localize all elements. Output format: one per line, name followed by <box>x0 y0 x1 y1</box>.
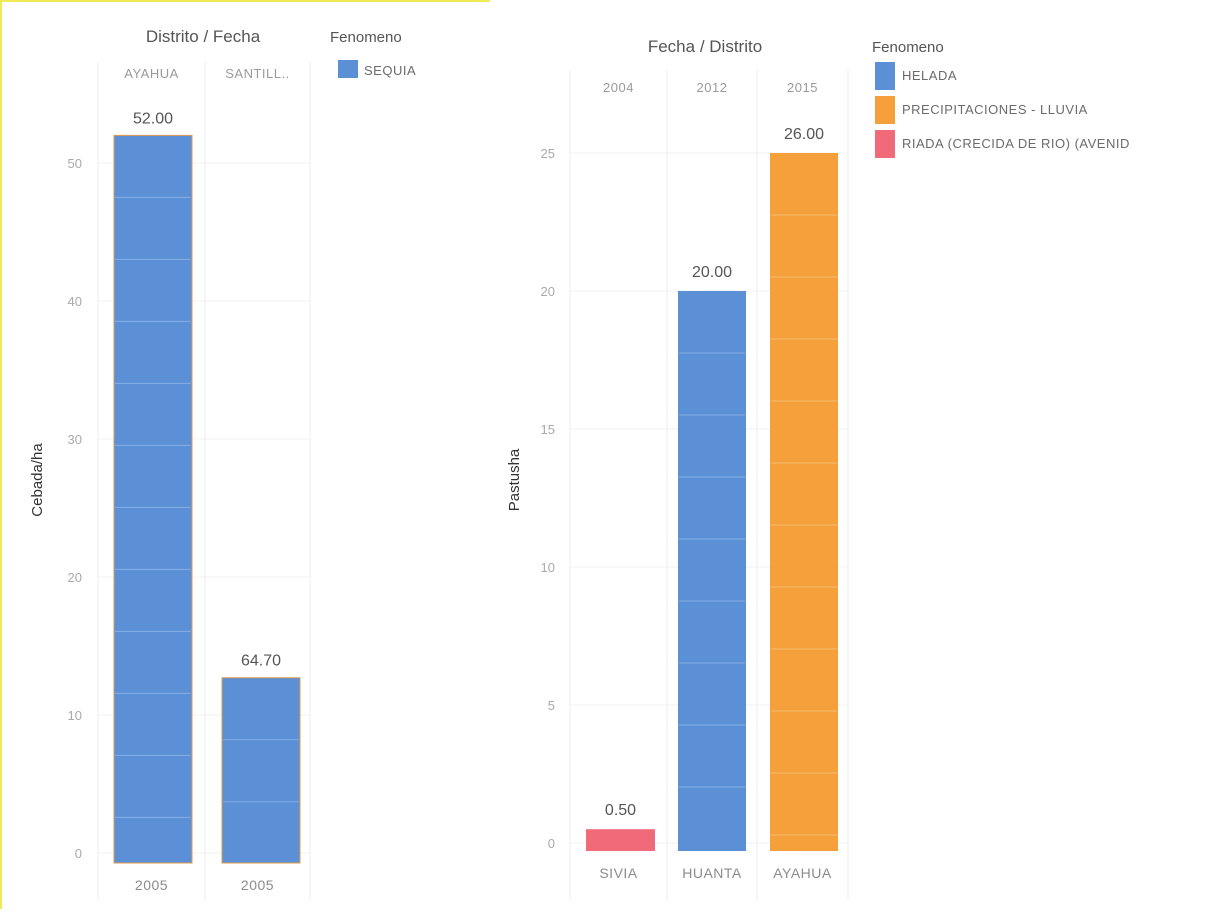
left-y-axis-title: Cebada/ha <box>29 443 46 517</box>
right-bar-data-label: 0.50 <box>605 802 636 819</box>
left-legend-title: Fenomeno <box>330 29 402 46</box>
right-y-tick-label: 10 <box>541 560 555 575</box>
right-bottom-label: AYAHUA <box>773 865 832 881</box>
left-y-tick-label: 50 <box>68 156 82 171</box>
right-legend-swatch <box>875 130 895 158</box>
left-category-label: AYAHUA <box>124 66 179 81</box>
left-panel-border <box>0 0 490 909</box>
left-bar <box>221 677 301 864</box>
right-legend-entry: RIADA (CRECIDA DE RIO) (AVENID <box>902 136 1130 151</box>
right-bar <box>586 829 655 851</box>
right-legend-title: Fenomeno <box>872 39 944 56</box>
left-bar-data-label: 52.00 <box>133 110 173 127</box>
left-category-label: SANTILL.. <box>225 66 289 81</box>
right-bottom-label: HUANTA <box>682 865 742 881</box>
right-bar <box>770 153 838 851</box>
right-bar <box>678 291 746 851</box>
left-legend-swatch <box>338 60 358 78</box>
left-bar-data-label: 64.70 <box>241 653 281 670</box>
left-y-tick-label: 40 <box>68 294 82 309</box>
right-y-tick-label: 0 <box>548 836 555 851</box>
right-legend-entry: HELADA <box>902 68 957 83</box>
left-legend-entry: SEQUIA <box>364 63 416 78</box>
left-y-tick-label: 30 <box>68 432 82 447</box>
right-legend-swatch <box>875 96 895 124</box>
right-legend-swatch <box>875 62 895 90</box>
left-bottom-label: 2005 <box>241 877 274 893</box>
right-y-tick-label: 20 <box>541 284 555 299</box>
right-y-tick-label: 15 <box>541 422 555 437</box>
right-y-tick-label: 25 <box>541 146 555 161</box>
right-legend-entry: PRECIPITACIONES - LLUVIA <box>902 102 1088 117</box>
left-bottom-label: 2005 <box>135 877 168 893</box>
right-y-axis-title: Pastusha <box>506 448 523 511</box>
right-category-label: 2015 <box>787 80 818 95</box>
right-y-tick-label: 5 <box>548 698 555 713</box>
right-chart-header: Fecha / Distrito <box>648 37 762 56</box>
left-y-tick-label: 20 <box>68 570 82 585</box>
right-category-label: 2004 <box>603 80 634 95</box>
left-chart-header: Distrito / Fecha <box>146 27 261 46</box>
left-y-tick-label: 10 <box>68 708 82 723</box>
right-category-label: 2012 <box>697 80 728 95</box>
right-bar-data-label: 20.00 <box>692 264 732 281</box>
left-bar <box>113 134 193 864</box>
right-bar-data-label: 26.00 <box>784 126 824 143</box>
right-bottom-label: SIVIA <box>599 865 637 881</box>
left-y-tick-label: 0 <box>75 846 82 861</box>
